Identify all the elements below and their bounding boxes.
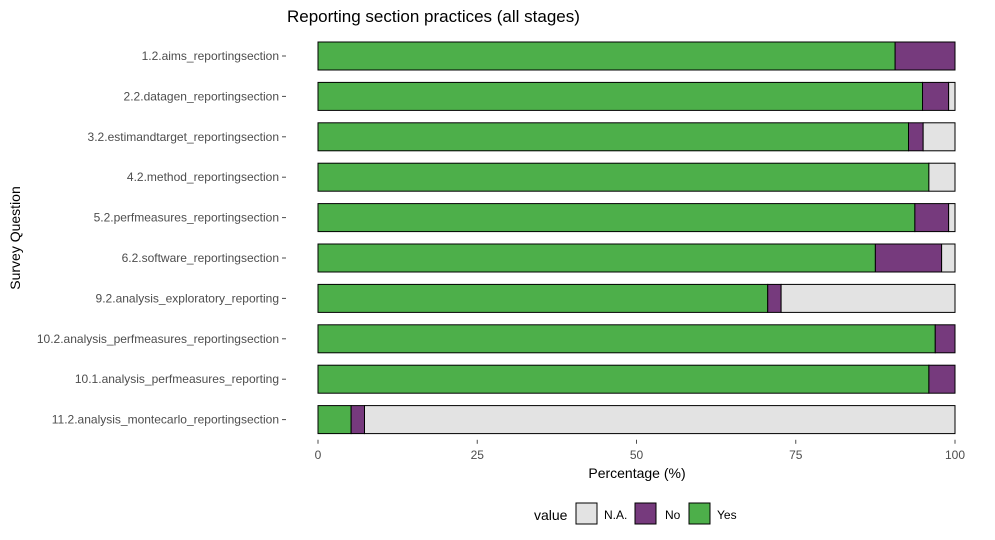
bar-no-10 [350, 405, 366, 435]
bars-group [317, 41, 956, 435]
bar-n-a-4 [928, 162, 956, 192]
bar-yes-4 [317, 162, 930, 192]
legend-label-yes: Yes [717, 508, 737, 522]
category-labels: 1.2.aims_reportingsection 2.2.datagen_rep… [37, 49, 286, 427]
bar-no-2 [922, 81, 950, 111]
bar-no-6 [874, 243, 943, 273]
bar-no-1 [894, 41, 956, 71]
bar-no-5 [914, 203, 950, 233]
x-axis-title: Percentage (%) [588, 465, 685, 481]
legend: value N.A. No Yes [534, 502, 737, 525]
bar-yes-6 [317, 243, 876, 273]
bar-n-a-3 [922, 122, 956, 152]
bar-yes-8 [317, 324, 936, 354]
category-label: 1.2.aims_reportingsection [142, 49, 279, 63]
bar-n-a-6 [941, 243, 956, 273]
category-label: 9.2.analysis_exploratory_reporting [96, 291, 279, 305]
category-label: 11.2.analysis_montecarlo_reportingsectio… [52, 413, 279, 427]
x-tick-label: 75 [789, 448, 803, 462]
bar-n-a-2 [948, 81, 956, 111]
category-label: 5.2.perfmeasures_reportingsection [94, 211, 279, 225]
category-label: 3.2.estimandtarget_reportingsection [88, 130, 279, 144]
bar-yes-1 [317, 41, 896, 71]
category-label: 10.1.analysis_perfmeasures_reporting [75, 372, 279, 386]
legend-key-yes [688, 502, 711, 525]
category-label: 2.2.datagen_reportingsection [124, 89, 279, 103]
legend-label-no: No [665, 508, 681, 522]
x-tick-label: 0 [315, 448, 322, 462]
bar-yes-2 [317, 81, 924, 111]
x-tick-label: 25 [471, 448, 485, 462]
bar-n-a-7 [780, 283, 956, 313]
bar-yes-10 [317, 405, 352, 435]
y-axis-title: Survey Question [7, 186, 23, 290]
bar-n-a-10 [364, 405, 956, 435]
x-tick-label: 50 [630, 448, 644, 462]
legend-key-no [634, 502, 657, 525]
legend-title: value [534, 507, 568, 523]
category-label: 10.2.analysis_perfmeasures_reportingsect… [37, 332, 279, 346]
bar-no-8 [934, 324, 956, 354]
bar-yes-7 [317, 283, 769, 313]
bar-no-7 [767, 283, 782, 313]
x-tick-label: 100 [945, 448, 965, 462]
bar-no-3 [907, 122, 924, 152]
bar-yes-9 [317, 364, 930, 394]
legend-label-n-a: N.A. [604, 508, 627, 522]
bar-n-a-5 [948, 203, 956, 233]
bar-yes-3 [317, 122, 909, 152]
bar-yes-5 [317, 203, 916, 233]
x-axis: 0 25 50 75 100 [315, 439, 965, 462]
category-label: 6.2.software_reportingsection [122, 251, 279, 265]
category-label: 4.2.method_reportingsection [127, 170, 279, 184]
bar-no-9 [928, 364, 956, 394]
chart-title: Reporting section practices (all stages) [287, 7, 580, 26]
legend-key-n-a [575, 502, 598, 525]
